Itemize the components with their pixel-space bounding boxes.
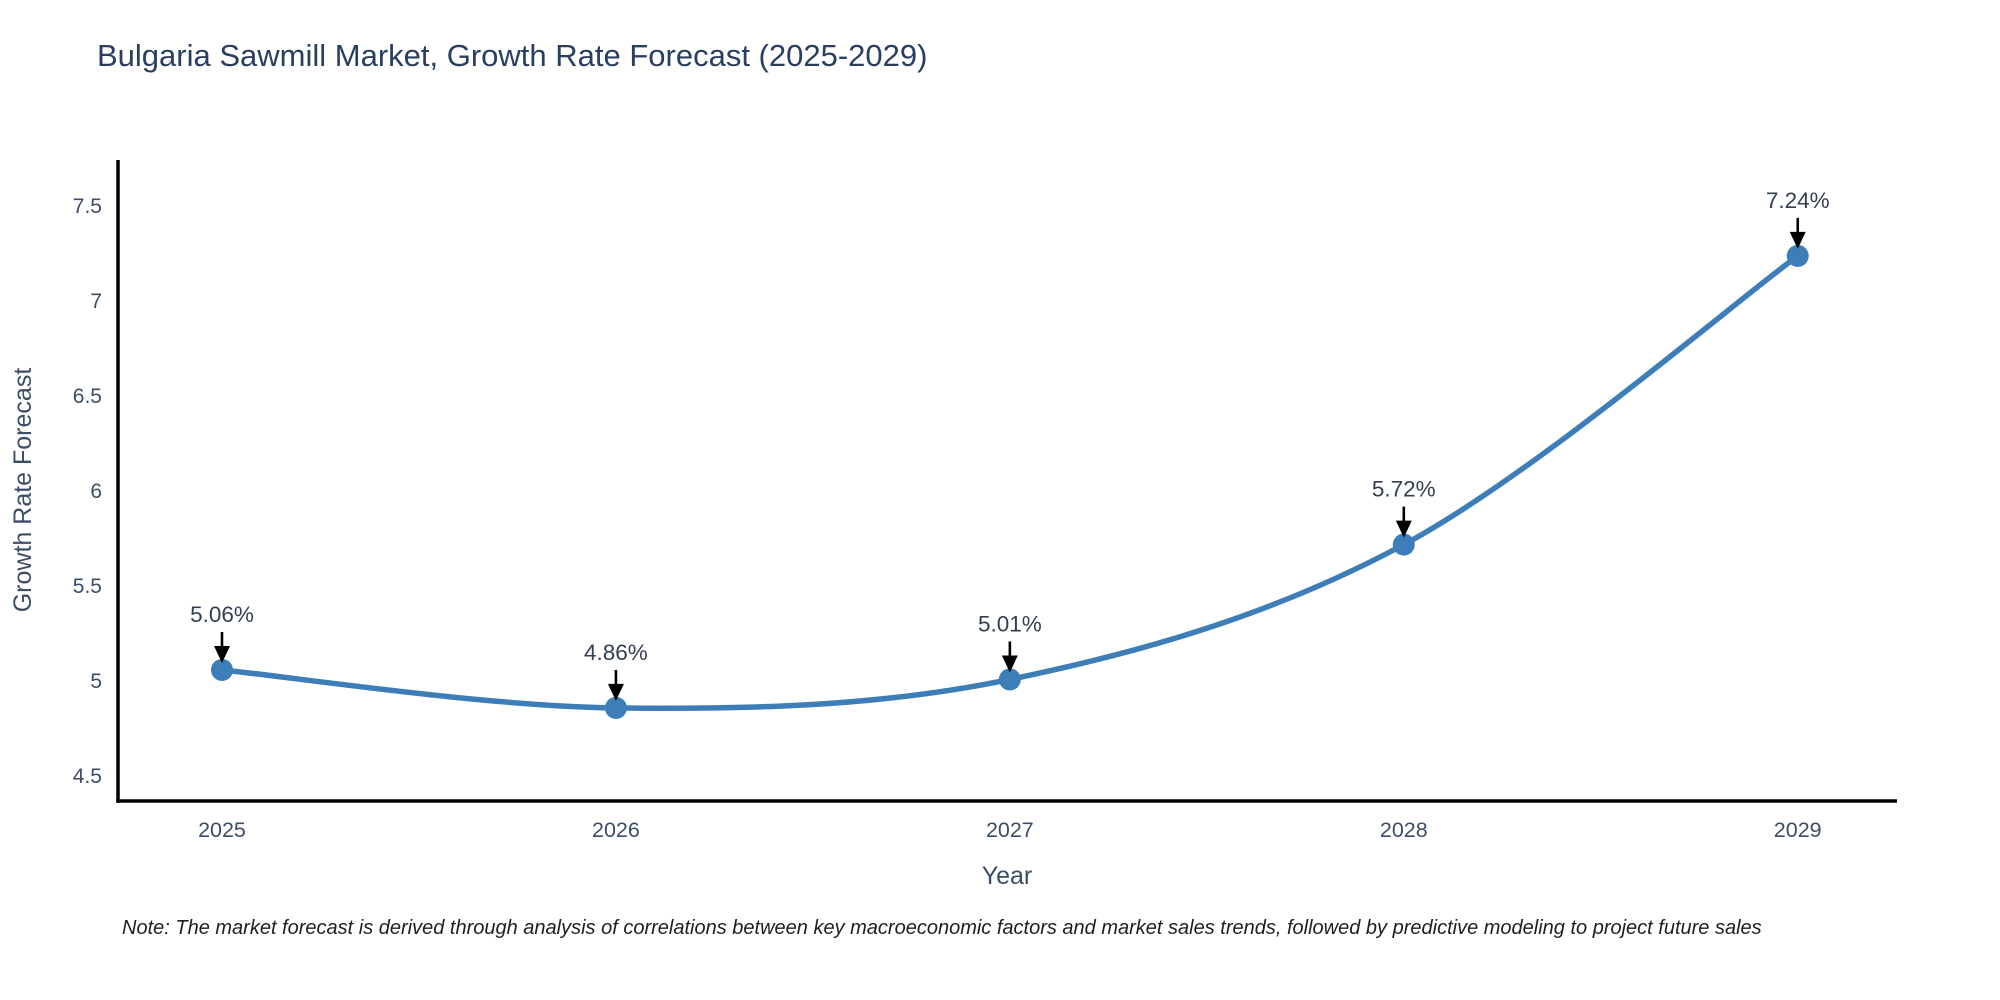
annotation-arrowhead	[1395, 520, 1412, 538]
x-tick-label: 2029	[1774, 818, 1822, 842]
data-point-marker	[1786, 244, 1809, 267]
y-tick-label: 7	[90, 290, 102, 313]
x-tick-label: 2025	[198, 818, 246, 842]
point-annotation-label: 5.72%	[1372, 477, 1436, 502]
y-tick-label: 7.5	[73, 195, 102, 218]
data-point-marker	[604, 696, 627, 719]
point-annotation-label: 5.06%	[190, 602, 254, 627]
y-tick-label: 5.5	[73, 575, 102, 598]
plot-generated-layer: 4.5 5 5.5 6 6.5 7 7.5 2025 2026 2027 2028 2029 5.06%…	[73, 160, 1897, 842]
x-tick-label: 2027	[986, 818, 1034, 842]
annotation-arrowhead	[1001, 655, 1018, 673]
annotation-arrowhead	[1789, 231, 1806, 249]
annotation-arrowhead	[607, 683, 624, 701]
data-point-marker	[210, 658, 233, 681]
y-tick-label: 4.5	[73, 765, 102, 788]
y-tick-label: 6	[90, 480, 102, 503]
x-tick-label: 2026	[592, 818, 640, 842]
forecast-line	[219, 253, 1801, 712]
data-point-marker	[1392, 533, 1415, 556]
x-axis-title: Year	[982, 862, 1033, 890]
x-tick-label: 2028	[1380, 818, 1428, 842]
annotation-arrowhead	[213, 645, 230, 663]
data-point-marker	[998, 668, 1021, 691]
point-annotation-label: 5.01%	[978, 611, 1042, 636]
footnote: Note: The market forecast is derived thr…	[122, 917, 1762, 939]
point-annotation-label: 7.24%	[1766, 188, 1830, 213]
y-tick-label: 6.5	[73, 385, 102, 408]
chart-title: Bulgaria Sawmill Market, Growth Rate For…	[97, 38, 928, 73]
y-axis-title: Growth Rate Forecast	[9, 368, 37, 613]
y-tick-label: 5	[90, 670, 102, 693]
point-annotation-label: 4.86%	[584, 640, 648, 665]
